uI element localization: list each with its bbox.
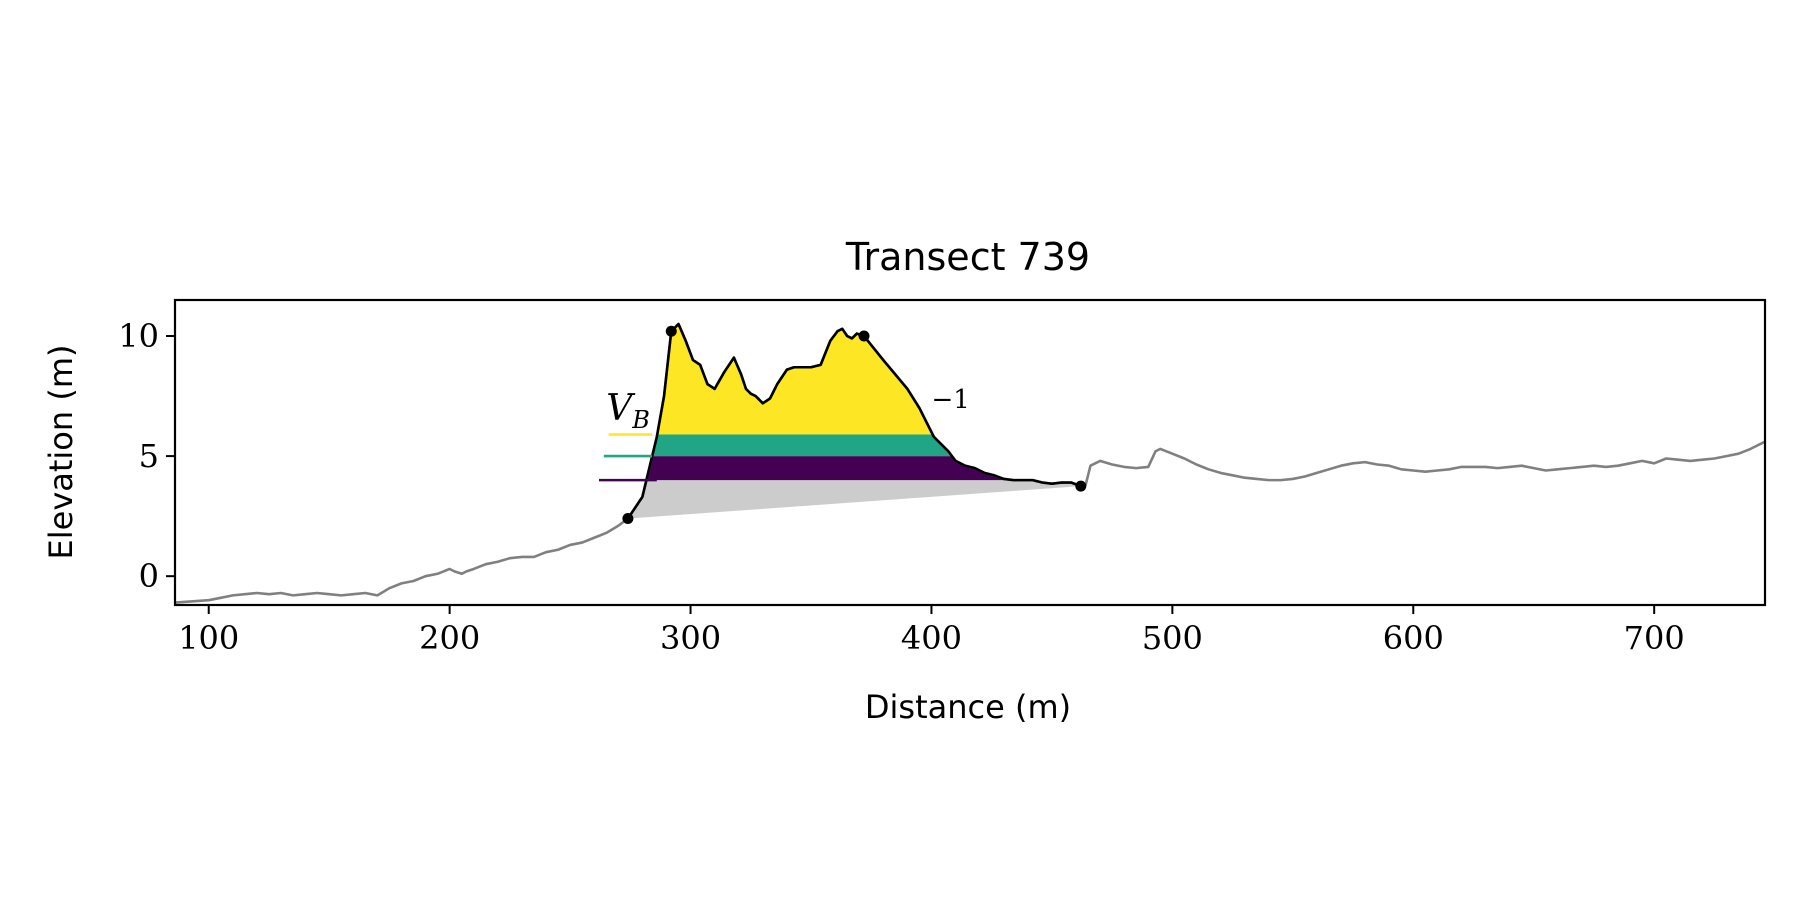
chart-title: Transect 739 — [845, 235, 1090, 279]
y-tick-label: 10 — [118, 317, 159, 355]
x-tick-label: 300 — [660, 619, 721, 657]
dune-outline — [626, 322, 1082, 520]
x-axis-label: Distance (m) — [865, 688, 1071, 726]
annotation-subscript: B — [631, 406, 650, 434]
x-tick-label: 100 — [178, 619, 239, 657]
dune-band-1 — [647, 456, 1013, 481]
dune-crest-point-1 — [665, 325, 677, 337]
dune-crest-point-2 — [858, 330, 870, 342]
dune-base-fill — [627, 480, 1081, 519]
x-tick-label: 600 — [1383, 619, 1444, 657]
x-tick-label: 700 — [1624, 619, 1685, 657]
x-tick-label: 400 — [901, 619, 962, 657]
axis-ticks: 100 200 300 400 500 600 700 0 5 10 — [118, 317, 1684, 657]
dune-heel-point — [1075, 480, 1087, 492]
axes-frame — [173, 298, 1767, 607]
y-tick-label: 5 — [139, 437, 159, 475]
dune-toe-point — [622, 513, 634, 525]
annotation-2: −1 — [931, 385, 969, 415]
profile-line — [175, 322, 1765, 604]
dune-band-3 — [658, 324, 932, 435]
x-tick-label: 500 — [1142, 619, 1203, 657]
y-axis-label: Elevation (m) — [42, 345, 80, 560]
x-tick-label: 200 — [419, 619, 480, 657]
dune-band-2 — [653, 434, 951, 457]
annotation-1: VB — [606, 388, 650, 434]
plot-area — [175, 322, 1765, 604]
y-tick-label: 0 — [139, 557, 159, 595]
